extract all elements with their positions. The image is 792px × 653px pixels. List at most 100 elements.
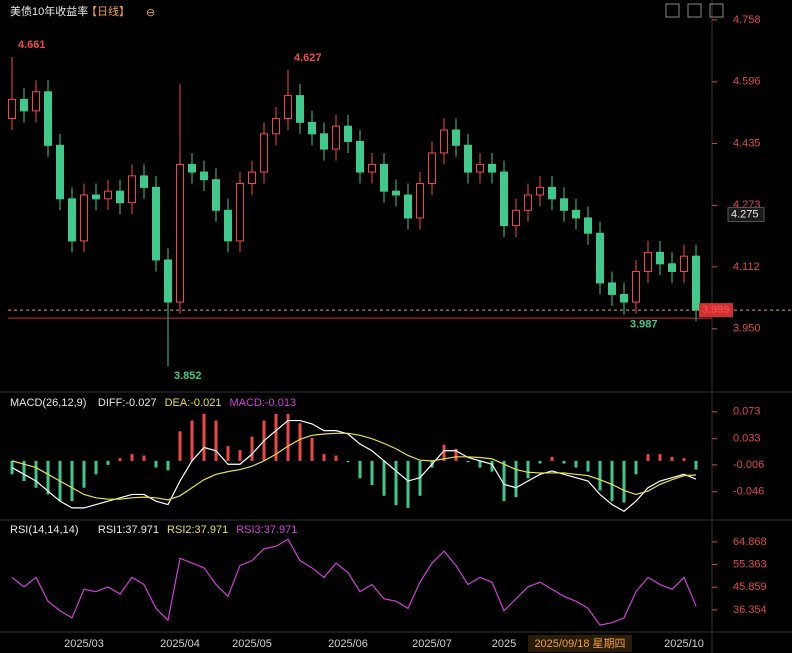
macd-bar [466,460,470,463]
candle-body [20,98,28,112]
candle-body [416,183,424,219]
macd-bar [502,460,506,502]
macd-bar [646,454,650,461]
candle-body [452,129,460,146]
macd-bar [574,460,578,468]
candle-body [212,179,220,211]
macd-bar [586,460,590,472]
macd-bar [166,460,170,471]
candle-body [92,194,100,200]
candle-body [260,133,268,173]
macd-bar [238,450,242,461]
macd-bar [394,460,398,506]
macd-bar [538,460,542,464]
x-tick-label: 2025/05 [232,638,272,650]
candle-body [680,255,688,272]
x-tick-label: 2025/10 [664,638,704,650]
candle-body [368,163,376,173]
macd-bar [118,458,122,461]
candle-body [128,175,136,204]
candle-body [380,163,388,192]
y-tick-label: -0.006 [733,459,764,471]
collapse-icon[interactable]: ⊖ [146,7,155,19]
candle-body [512,209,520,227]
candle-body [656,251,664,265]
candle-body [164,259,172,303]
macd-bar [46,460,50,495]
series-line [11,432,697,501]
macd-bar [382,460,386,496]
candle-body [524,194,532,211]
y-tick-label: 0.033 [733,433,761,445]
series-line [11,538,697,626]
macd-bar [550,456,554,461]
toolbar-button[interactable] [709,3,724,18]
candle-body [32,91,40,112]
macd-bar [334,455,338,461]
toolbar-button[interactable] [687,3,702,18]
macd-bar [610,460,614,502]
macd-bar [346,460,350,463]
macd-bar [418,460,422,496]
candle-body [572,209,580,219]
extreme-label: 3.852 [174,370,202,382]
crosshair-value: 4.275 [731,208,759,220]
y-tick-label: 45.859 [733,581,767,593]
panel-title: RSI(14,14,14) [10,524,78,536]
legend-label: DEA:-0.021 [165,397,222,409]
legend-label: RSI1:37.971 [98,524,159,536]
macd-bar [406,460,410,508]
toolbar-button[interactable] [665,3,680,18]
candle-body [344,125,352,142]
macd-bar [94,460,98,475]
macd-bar [286,413,290,461]
candle-body [188,163,196,173]
candle-body [68,198,76,242]
panel-title: MACD(26,12,9) [10,397,86,409]
candle-body [56,144,64,200]
toolbar [665,3,724,18]
macd-bar [658,454,662,461]
x-tick-label: 2025/04 [160,638,200,650]
macd-bar [478,460,482,468]
y-tick-label: 55.363 [733,558,767,570]
macd-bar [490,460,494,472]
candle-body [332,125,340,150]
candle-body [440,129,448,154]
candle-body [8,98,16,120]
macd-bar [82,460,86,488]
macd-bar [298,423,302,461]
macd-bar [202,413,206,461]
candle-body [200,171,208,181]
crosshair-value-box [727,207,765,223]
candle-body [404,194,412,219]
macd-bar [34,460,38,488]
extreme-label: 4.627 [294,52,322,64]
crosshair-date: 2025/09/18 星期四 [534,637,625,650]
macd-bar [178,431,182,461]
macd-bar [598,460,602,491]
macd-bar [514,460,518,498]
macd-bar [274,413,278,461]
macd-bar [370,460,374,486]
candle-body [140,175,148,188]
candle-body [44,91,52,146]
y-tick-label: 4.112 [733,261,760,273]
candle-body [464,144,472,173]
y-tick-label: 36.354 [733,604,767,616]
candle-body [536,186,544,196]
candle-body [392,190,400,196]
macd-bar [562,460,566,464]
y-tick-label: 0.073 [733,406,761,418]
extreme-label: 4.661 [18,39,46,51]
macd-bar [634,460,638,475]
macd-bar [250,436,254,461]
candle-body [116,190,124,204]
candle-body [668,263,676,272]
candle-body [560,198,568,211]
candle-body [80,194,88,242]
x-tick-label: 2025/07 [412,638,452,650]
macd-bar [214,420,218,461]
candle-body [500,171,508,227]
